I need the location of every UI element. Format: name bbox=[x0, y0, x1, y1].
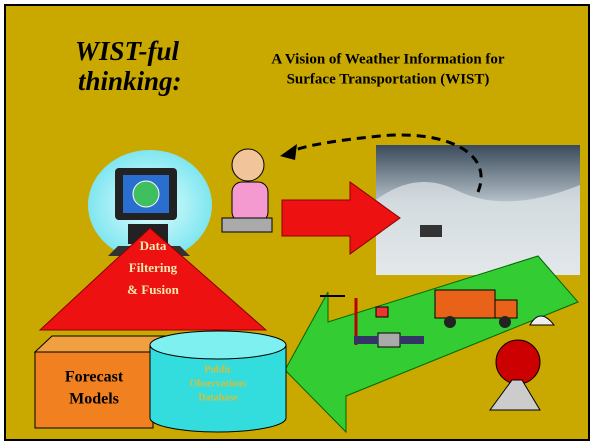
satellite bbox=[378, 333, 400, 347]
node-label: Forecast bbox=[65, 369, 124, 386]
slide: WIST-ful thinking: A Vision of Weather I… bbox=[0, 0, 594, 447]
truck-body bbox=[435, 290, 495, 318]
wheel bbox=[499, 316, 511, 328]
database-top bbox=[150, 331, 286, 359]
person-head bbox=[232, 149, 264, 181]
truck-cab bbox=[495, 300, 517, 318]
solar-panel bbox=[354, 336, 378, 344]
node-label: Public bbox=[204, 364, 232, 375]
page: WIST-ful thinking: A Vision of Weather I… bbox=[0, 0, 594, 447]
car bbox=[420, 225, 442, 237]
node-label: Database bbox=[198, 392, 238, 403]
node-label: Models bbox=[69, 391, 119, 408]
subtitle-line: Surface Transportation (WIST) bbox=[287, 71, 490, 87]
title-line: thinking: bbox=[78, 66, 182, 96]
person-legs bbox=[222, 218, 272, 232]
node-label: Observations bbox=[190, 378, 247, 389]
title-line: WIST-ful bbox=[75, 36, 180, 66]
solar-panel bbox=[400, 336, 424, 344]
person-body bbox=[232, 182, 268, 222]
sensor-box bbox=[376, 307, 388, 317]
wheel bbox=[444, 316, 456, 328]
subtitle-line: A Vision of Weather Information for bbox=[271, 51, 505, 67]
globe bbox=[133, 181, 159, 207]
radar-dish bbox=[496, 340, 540, 384]
node-label: Filtering bbox=[129, 260, 178, 275]
node-label: Data bbox=[140, 238, 167, 253]
node-label: & Fusion bbox=[127, 282, 179, 297]
